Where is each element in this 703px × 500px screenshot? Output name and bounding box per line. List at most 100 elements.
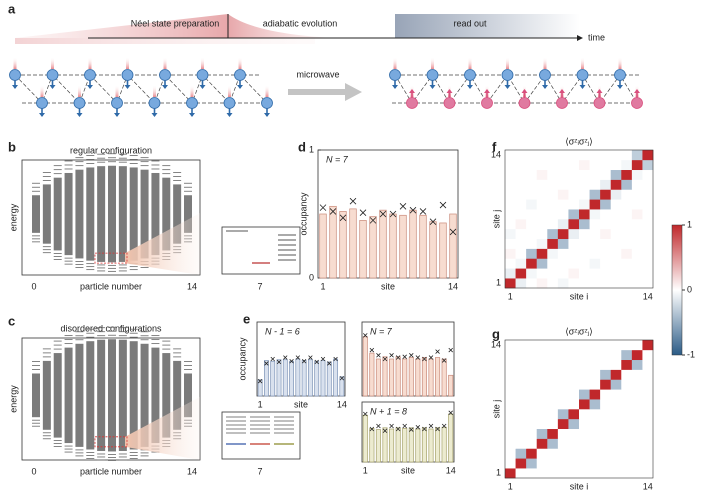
heatmap-cell xyxy=(579,379,590,390)
heatmap-cell xyxy=(568,238,580,249)
heatmap-cell xyxy=(536,418,548,430)
heatmap-cell xyxy=(642,159,654,171)
heatmap-cell xyxy=(536,369,548,380)
spin-chains xyxy=(9,57,643,117)
heatmap-cell xyxy=(568,418,580,430)
heatmap-cell xyxy=(505,409,516,420)
heatmap-cell xyxy=(568,258,580,269)
heatmap-cell xyxy=(589,468,601,479)
heatmap-cell xyxy=(631,409,643,420)
bar xyxy=(389,428,395,463)
heatmap-cell xyxy=(579,399,590,410)
level-band xyxy=(162,353,171,438)
heatmap-cell xyxy=(631,150,643,161)
panel-label: d xyxy=(298,139,306,154)
heatmap-cell xyxy=(505,258,516,269)
heatmap-cell xyxy=(579,418,590,430)
heatmap-cell xyxy=(600,189,612,200)
bar xyxy=(415,428,421,463)
heatmap-cell xyxy=(526,438,538,449)
heatmap-cell xyxy=(557,458,569,469)
spin xyxy=(406,97,418,109)
heatmap-cell xyxy=(631,159,643,171)
colorbar xyxy=(671,224,683,356)
heatmap-cell xyxy=(610,359,622,370)
heatmap-cell xyxy=(642,349,654,361)
heatmap-cell xyxy=(526,238,538,249)
bar xyxy=(339,376,345,397)
heatmap-cell xyxy=(610,409,622,420)
cross-marker xyxy=(409,206,417,214)
spin-arrowhead xyxy=(579,85,586,89)
laser-beam xyxy=(265,85,269,97)
heatmap-cell xyxy=(600,278,612,289)
spectrum-xtick: 14 xyxy=(187,466,197,476)
cross-marker xyxy=(257,379,263,384)
heatmap-cell xyxy=(547,389,559,400)
y-tick-label: 1 xyxy=(309,144,314,154)
level-band xyxy=(64,172,73,256)
cross-marker xyxy=(270,356,275,362)
heatmap-cell xyxy=(589,150,601,161)
spin xyxy=(518,97,531,109)
cross-marker xyxy=(295,355,301,360)
heatmap-cell xyxy=(610,458,622,469)
heatmap-cell xyxy=(579,340,590,351)
cross-marker xyxy=(320,356,326,362)
heatmap-cell xyxy=(600,438,612,449)
heatmap-cell xyxy=(536,179,548,190)
cross-marker xyxy=(327,361,332,366)
bar xyxy=(389,358,395,397)
cross-marker xyxy=(283,355,288,360)
heatmap-cell xyxy=(610,278,622,289)
laser-beam xyxy=(13,57,17,69)
heatmap-cell xyxy=(515,189,527,200)
heatmap-cell xyxy=(642,409,654,420)
spin xyxy=(234,69,246,81)
cross-marker xyxy=(439,201,447,209)
heatmap-cell xyxy=(621,418,633,430)
heatmap-cell xyxy=(621,189,633,200)
heatmap-cell xyxy=(631,399,643,410)
heatmap-cell xyxy=(642,248,654,259)
cross-marker xyxy=(301,359,307,364)
heatmap-cell xyxy=(579,468,590,479)
heatmap-cell xyxy=(610,349,622,361)
bar xyxy=(409,209,417,279)
x-axis-label: site xyxy=(401,465,415,475)
heatmap-cell xyxy=(536,468,548,479)
heatmap-cell xyxy=(589,379,601,390)
cross-marker xyxy=(376,423,381,429)
heatmap-cell xyxy=(526,379,538,390)
heatmap-cell xyxy=(557,409,569,420)
chart-frame xyxy=(256,321,346,397)
cross-marker xyxy=(419,208,427,215)
heatmap-cell xyxy=(536,150,548,161)
laser-beam xyxy=(51,57,54,69)
bar xyxy=(389,213,397,279)
heatmap-cell xyxy=(515,150,527,161)
heatmap-cell xyxy=(631,238,643,249)
heatmap-cell xyxy=(600,228,612,240)
heatmap-cell xyxy=(526,248,538,259)
heatmap-cell xyxy=(600,268,612,279)
heatmap-cell xyxy=(557,169,569,180)
heatmap-cell xyxy=(579,268,590,279)
chart-frame xyxy=(361,401,455,463)
heatmap-cell xyxy=(631,179,643,190)
heatmap-cell xyxy=(642,278,654,289)
heatmap-cell xyxy=(568,409,580,420)
level-band xyxy=(140,169,149,259)
heatmap-cell xyxy=(557,468,569,479)
spin-arrowhead xyxy=(521,89,528,93)
heatmap-cell xyxy=(547,189,559,200)
heatmap-cell xyxy=(610,258,622,269)
heatmap-cell xyxy=(621,399,633,410)
heatmap-title: ⟨σᶻᵢσᶻⱼ⟩ xyxy=(565,136,593,146)
heatmap-cell xyxy=(547,418,559,430)
heatmap-cell xyxy=(621,209,633,220)
heatmap-cell xyxy=(631,349,643,361)
heatmap-cell xyxy=(536,268,548,279)
heatmap-cell xyxy=(631,468,643,479)
